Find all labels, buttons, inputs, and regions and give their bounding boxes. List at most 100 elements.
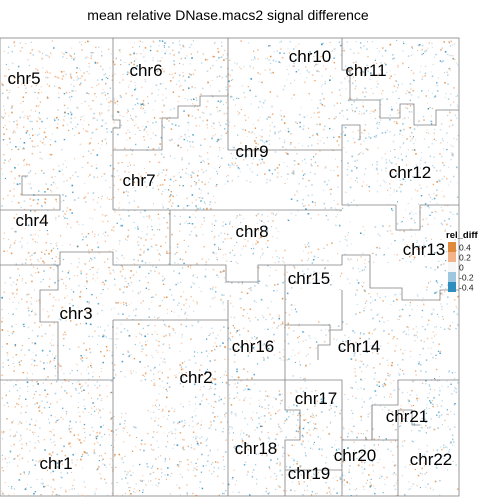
signal-dot	[197, 277, 198, 278]
signal-dot	[162, 57, 163, 58]
signal-dot	[431, 348, 432, 349]
signal-dot	[255, 317, 256, 318]
signal-dot	[356, 98, 358, 100]
signal-dot	[457, 308, 458, 309]
signal-dot	[194, 181, 195, 182]
signal-dot	[282, 393, 283, 394]
signal-dot	[455, 464, 456, 465]
signal-dot	[110, 392, 112, 394]
signal-dot	[195, 408, 196, 409]
signal-dot	[321, 449, 323, 451]
signal-dot	[363, 153, 364, 154]
signal-dot	[303, 206, 305, 208]
signal-dot	[192, 103, 193, 104]
signal-dot	[104, 464, 105, 465]
signal-dot	[253, 124, 254, 125]
signal-dot	[116, 251, 117, 252]
signal-dot	[269, 275, 270, 276]
signal-dot	[168, 415, 169, 416]
signal-dot	[443, 263, 445, 265]
signal-dot	[450, 181, 451, 182]
signal-dot	[280, 462, 281, 463]
signal-dot	[236, 371, 237, 372]
signal-dot	[362, 407, 363, 408]
signal-dot	[15, 406, 16, 407]
signal-dot	[91, 87, 92, 88]
signal-dot	[318, 117, 319, 118]
signal-dot	[162, 472, 163, 473]
signal-dot	[231, 261, 232, 262]
signal-dot	[234, 255, 236, 257]
signal-dot	[369, 413, 370, 414]
signal-dot	[241, 284, 242, 285]
signal-dot	[164, 433, 165, 434]
signal-dot	[153, 148, 155, 150]
signal-dot	[23, 324, 24, 325]
signal-dot	[392, 54, 394, 56]
signal-dot	[335, 415, 336, 416]
signal-dot	[196, 97, 197, 98]
signal-dot	[383, 254, 384, 255]
signal-dot	[344, 50, 345, 51]
signal-dot	[176, 374, 177, 375]
signal-dot	[98, 269, 99, 270]
signal-dot	[230, 295, 231, 296]
signal-dot	[7, 98, 9, 100]
signal-dot	[42, 350, 44, 352]
signal-dot	[181, 420, 183, 422]
signal-dot	[344, 394, 345, 395]
signal-dot	[141, 440, 142, 441]
signal-dot	[139, 280, 140, 281]
signal-dot	[63, 338, 64, 339]
signal-dot	[163, 169, 165, 171]
signal-dot	[345, 127, 346, 128]
signal-dot	[375, 488, 376, 489]
signal-dot	[373, 93, 374, 94]
signal-dot	[63, 373, 64, 374]
signal-dot	[144, 112, 146, 114]
signal-dot	[274, 354, 275, 355]
signal-dot	[70, 396, 72, 398]
signal-dot	[259, 406, 260, 407]
signal-dot	[276, 250, 277, 251]
signal-dot	[106, 336, 107, 337]
signal-dot	[237, 382, 238, 383]
signal-dot	[337, 175, 339, 177]
signal-dot	[127, 432, 128, 433]
signal-dot	[98, 442, 99, 443]
signal-dot	[237, 392, 238, 393]
signal-dot	[391, 382, 392, 383]
signal-dot	[103, 89, 104, 90]
signal-dot	[13, 459, 14, 460]
signal-dot	[286, 490, 287, 491]
signal-dot	[422, 219, 424, 221]
signal-dot	[165, 458, 166, 459]
signal-dot	[335, 476, 336, 477]
signal-dot	[43, 263, 44, 264]
signal-dot	[149, 308, 150, 309]
signal-dot	[134, 488, 135, 489]
signal-dot	[103, 74, 105, 76]
signal-dot	[249, 320, 251, 322]
signal-dot	[310, 416, 312, 418]
signal-dot	[96, 297, 97, 298]
signal-dot	[347, 141, 348, 142]
signal-dot	[391, 441, 392, 442]
signal-dot	[89, 142, 91, 144]
signal-dot	[308, 441, 309, 442]
signal-dot	[413, 143, 414, 144]
signal-dot	[229, 433, 230, 434]
signal-dot	[28, 473, 30, 475]
signal-dot	[243, 218, 244, 219]
signal-dot	[13, 436, 14, 437]
signal-dot	[238, 176, 239, 177]
signal-dot	[143, 480, 144, 481]
signal-dot	[170, 80, 172, 82]
signal-dot	[234, 126, 235, 127]
signal-dot	[416, 332, 418, 334]
signal-dot	[3, 105, 4, 106]
signal-dot	[214, 168, 215, 169]
signal-dot	[212, 65, 214, 67]
signal-dot	[215, 220, 216, 221]
signal-dot	[308, 128, 309, 129]
